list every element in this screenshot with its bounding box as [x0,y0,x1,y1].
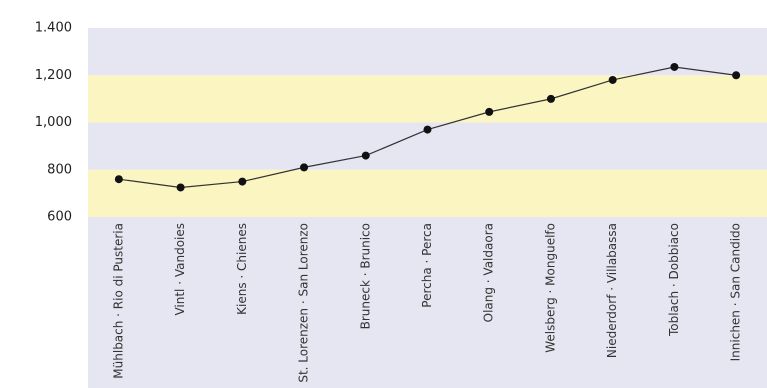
point [176,183,185,192]
x-tick-label: Bruneck · Brunico [358,223,372,329]
point [114,175,123,184]
y-tick-label: 1,200 [35,68,72,83]
point [300,163,309,172]
point [608,75,617,84]
point [732,71,741,80]
x-tick-label: St. Lorenzen · San Lorenzo [297,223,311,383]
y-tick-label: 1.400 [35,21,72,36]
x-tick-label: Percha · Perca [420,223,434,308]
point [361,151,370,160]
plot-band [88,28,767,76]
x-tick-label: Vintl · Vandoies [173,223,187,316]
x-tick-label: Niederdorf · Villabassa [605,223,619,358]
x-tick-label: Kiens · Chienes [235,223,249,315]
x-tick-label: Olang · Valdaora [482,223,496,322]
x-tick-label: Innichen · San Candido [729,223,743,361]
plot-band [88,169,767,217]
point [423,125,432,134]
point [485,107,494,116]
y-tick-label: 800 [47,162,72,177]
x-tick-label: Mühlbach · Rio di Pusteria [111,223,125,379]
x-tick-label: Toblach · Dobbiaco [667,223,681,337]
point [546,94,555,103]
y-tick-label: 600 [47,210,72,225]
point [238,177,247,186]
label-area [88,217,767,388]
point [670,62,679,71]
x-tick-label: Welsberg · Monguelfo [543,223,557,353]
plot-band [88,75,767,123]
y-tick-label: 1,000 [35,115,72,130]
